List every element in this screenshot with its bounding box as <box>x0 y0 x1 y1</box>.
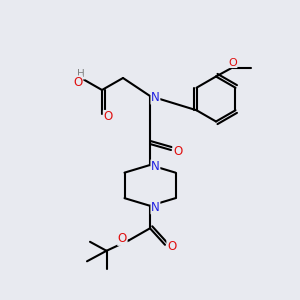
Text: O: O <box>103 110 112 124</box>
Text: O: O <box>118 232 127 245</box>
Text: O: O <box>173 145 182 158</box>
Text: O: O <box>228 58 237 68</box>
Text: H: H <box>77 69 85 79</box>
Text: O: O <box>167 240 176 253</box>
Text: N: N <box>151 91 160 104</box>
Text: N: N <box>151 201 160 214</box>
Text: N: N <box>151 160 160 173</box>
Text: O: O <box>74 76 82 89</box>
